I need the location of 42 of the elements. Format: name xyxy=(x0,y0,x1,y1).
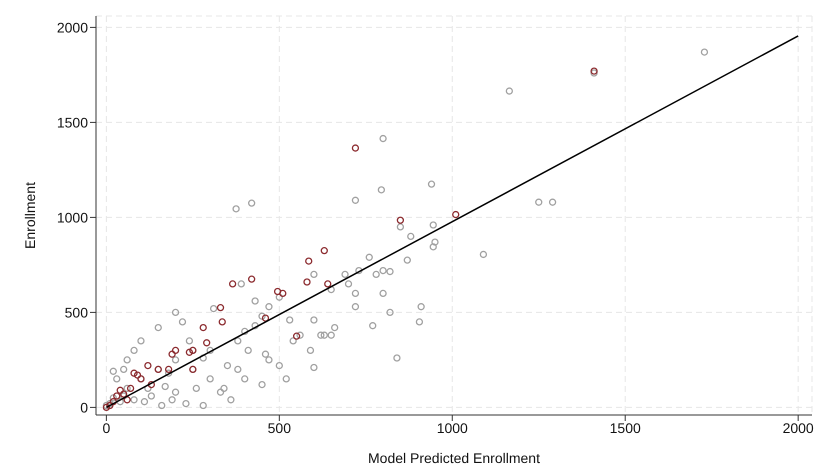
x-tick-label: 1000 xyxy=(436,420,468,436)
point xyxy=(168,350,176,358)
y-tick-label: 1000 xyxy=(56,209,88,226)
point xyxy=(305,257,312,265)
point xyxy=(324,280,332,288)
point xyxy=(248,276,256,283)
point xyxy=(216,304,224,312)
point xyxy=(203,339,210,346)
y-axis-title: Enrollment xyxy=(22,182,38,249)
point xyxy=(148,380,155,388)
point xyxy=(113,392,120,400)
x-tick-label: 2000 xyxy=(782,420,814,436)
y-tick-label: 1500 xyxy=(56,114,88,130)
point xyxy=(144,362,152,370)
point xyxy=(126,384,134,392)
y-tick-label: 0 xyxy=(80,399,88,416)
point xyxy=(134,371,142,379)
point xyxy=(116,386,124,394)
point xyxy=(186,348,194,356)
point xyxy=(262,314,270,322)
y-tick-label: 2000 xyxy=(56,19,88,36)
point xyxy=(303,278,311,286)
point xyxy=(172,346,180,354)
point xyxy=(130,370,138,377)
point xyxy=(123,396,131,404)
point xyxy=(396,216,404,224)
point xyxy=(164,366,172,374)
point xyxy=(110,398,117,406)
x-tick-label: 1500 xyxy=(610,420,641,436)
point xyxy=(352,144,360,152)
point xyxy=(452,210,460,218)
x-tick-label: 500 xyxy=(268,420,292,436)
point xyxy=(320,247,328,254)
x-axis-title: Model Predicted Enrollment xyxy=(368,450,540,466)
point xyxy=(292,332,300,340)
point xyxy=(274,288,282,296)
point xyxy=(279,290,286,298)
y-tick-label: 500 xyxy=(64,304,88,320)
x-tick-label: 0 xyxy=(102,420,110,436)
point xyxy=(228,280,236,288)
point xyxy=(218,318,226,326)
point xyxy=(200,324,207,332)
